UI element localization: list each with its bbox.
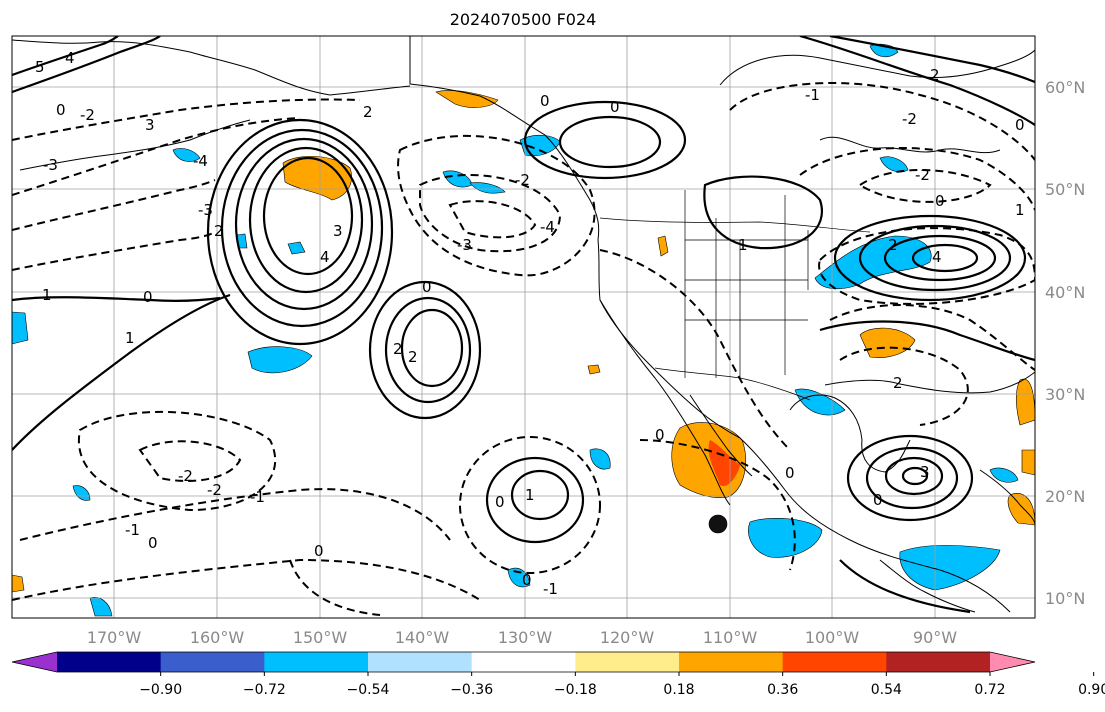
clabel-ridge-4: 4: [320, 248, 330, 266]
colorbar: −0.90 −0.72 −0.54 −0.36 −0.18 0.18 0.36 0.54 0.7…: [12, 652, 1105, 698]
clabel-misc-26: 1: [125, 329, 135, 347]
clabel-mex-1: 1: [525, 486, 535, 504]
colorbar-segment: [368, 652, 472, 672]
colorbar-tick-label: 0.72: [974, 682, 1005, 698]
shade-blue-small-4: [12, 312, 28, 344]
clabel-misc-24: 2: [893, 374, 903, 392]
clabel-misc-2: -2: [178, 467, 193, 485]
clabel-misc-18: 0: [540, 92, 550, 110]
colorbar-tick-label: 0.36: [767, 682, 798, 698]
lon-label: 110°W: [703, 628, 758, 647]
colorbar-extend-low: [12, 652, 57, 672]
lat-label: 40°N: [1045, 283, 1085, 302]
clabel-nw-1: 1: [738, 236, 748, 254]
colorbar-segment: [679, 652, 783, 672]
lon-label: 100°W: [805, 628, 860, 647]
lat-label: 60°N: [1045, 78, 1085, 97]
shade-black-dot: [709, 515, 727, 533]
clabel-misc-12: -2: [80, 106, 95, 124]
colorbar-segment: [57, 652, 161, 672]
clabel-misc-23: 0: [655, 426, 665, 444]
shade-orange-small-1: [12, 575, 24, 592]
clabel-lakes-1: 1: [1015, 201, 1025, 219]
clabel-misc-15: -3: [198, 201, 213, 219]
clabel-trough-4: -4: [540, 218, 555, 236]
colorbar-tick-label: 0.90: [1078, 682, 1105, 698]
clabel-trough-3: -3: [457, 236, 472, 254]
clabel-gulf-0: 0: [873, 491, 883, 509]
clabel-misc-9: 5: [35, 58, 45, 76]
clabel-lakes-0: 0: [935, 192, 945, 210]
clabel-misc-7: 0: [314, 542, 324, 560]
chart-title: 2024070500 F024: [450, 10, 597, 29]
colorbar-segment: [264, 652, 368, 672]
clabel-misc-20: 0: [1015, 116, 1025, 134]
lon-label: 130°W: [498, 628, 553, 647]
lat-label: 50°N: [1045, 180, 1085, 199]
clabel-ridge-3: 3: [333, 222, 343, 240]
colorbar-tick-label: −0.36: [450, 682, 493, 698]
clabel-central-2b: 2: [408, 348, 418, 366]
clabel-misc-11: 3: [145, 116, 155, 134]
clabel-trough-2: -2: [515, 171, 530, 189]
colorbar-segment: [161, 652, 265, 672]
clabel-ridge-2: 2: [214, 222, 224, 240]
clabel-gulf-3: 3: [920, 463, 930, 481]
lon-label: 120°W: [600, 628, 655, 647]
colorbar-tick-label: 0.54: [871, 682, 902, 698]
clabel-misc-22: -1: [805, 86, 820, 104]
clabel-central-0: 0: [422, 278, 432, 296]
colorbar-segment: [783, 652, 887, 672]
clabel-mex-0b: 0: [522, 571, 532, 589]
colorbar-segment: [575, 652, 679, 672]
latitude-labels: 60°N 50°N 40°N 30°N 20°N 10°N: [1045, 78, 1085, 608]
lat-label: 20°N: [1045, 487, 1085, 506]
lon-label: 160°W: [190, 628, 245, 647]
clabel-misc-6: -1: [250, 488, 265, 506]
clabel-misc-14: -4: [193, 152, 208, 170]
colorbar-tick-label: −0.72: [243, 682, 286, 698]
clabel-misc-8: -3: [43, 156, 58, 174]
clabel-central-2a: 2: [393, 340, 403, 358]
lat-label: 30°N: [1045, 385, 1085, 404]
clabel-misc-27: 0: [143, 288, 153, 306]
clabel-misc-28: 1: [42, 286, 52, 304]
longitude-labels: 170°W 160°W 150°W 140°W 130°W 120°W 110°…: [87, 628, 957, 647]
clabel-misc-25: 0: [785, 464, 795, 482]
clabel-misc-17: 2: [363, 103, 373, 121]
clabel-misc-5: 0: [148, 534, 158, 552]
clabel-lakes-4: 4: [932, 248, 942, 266]
clabel-nw-0: 0: [610, 98, 620, 116]
colorbar-segment: [886, 652, 990, 672]
lon-label: 140°W: [395, 628, 450, 647]
clabel-lakes-2: 2: [888, 236, 898, 254]
clabel-mex-0a: 0: [495, 493, 505, 511]
clabel-misc-10: 4: [65, 49, 75, 67]
colorbar-extend-high: [990, 652, 1035, 672]
clabel-misc-19: 2: [930, 66, 940, 84]
lon-label: 90°W: [913, 628, 957, 647]
clabel-misc-3: -2: [207, 481, 222, 499]
colorbar-segment: [472, 652, 576, 672]
shade-orange-east-3: [1022, 450, 1035, 475]
lon-label: 150°W: [293, 628, 348, 647]
map-panel: 2 3 4 -2 -3 -4 0 1 0 2 2 0 1 2 4 1 0 0 0…: [12, 36, 1035, 618]
lat-label: 10°N: [1045, 589, 1085, 608]
colorbar-tick-label: 0.18: [663, 682, 694, 698]
clabel-misc-16: -2: [915, 166, 930, 184]
shade-orange-small-3: [588, 365, 600, 374]
clabel-misc-13: 0: [56, 101, 66, 119]
clabel-misc-4: -1: [543, 580, 558, 598]
colorbar-tick-label: −0.54: [347, 682, 390, 698]
colorbar-tick-label: −0.18: [554, 682, 597, 698]
clabel-misc-1: -1: [125, 521, 140, 539]
colorbar-tick-label: −0.90: [139, 682, 182, 698]
lon-label: 170°W: [87, 628, 142, 647]
clabel-misc-21: -2: [902, 110, 917, 128]
